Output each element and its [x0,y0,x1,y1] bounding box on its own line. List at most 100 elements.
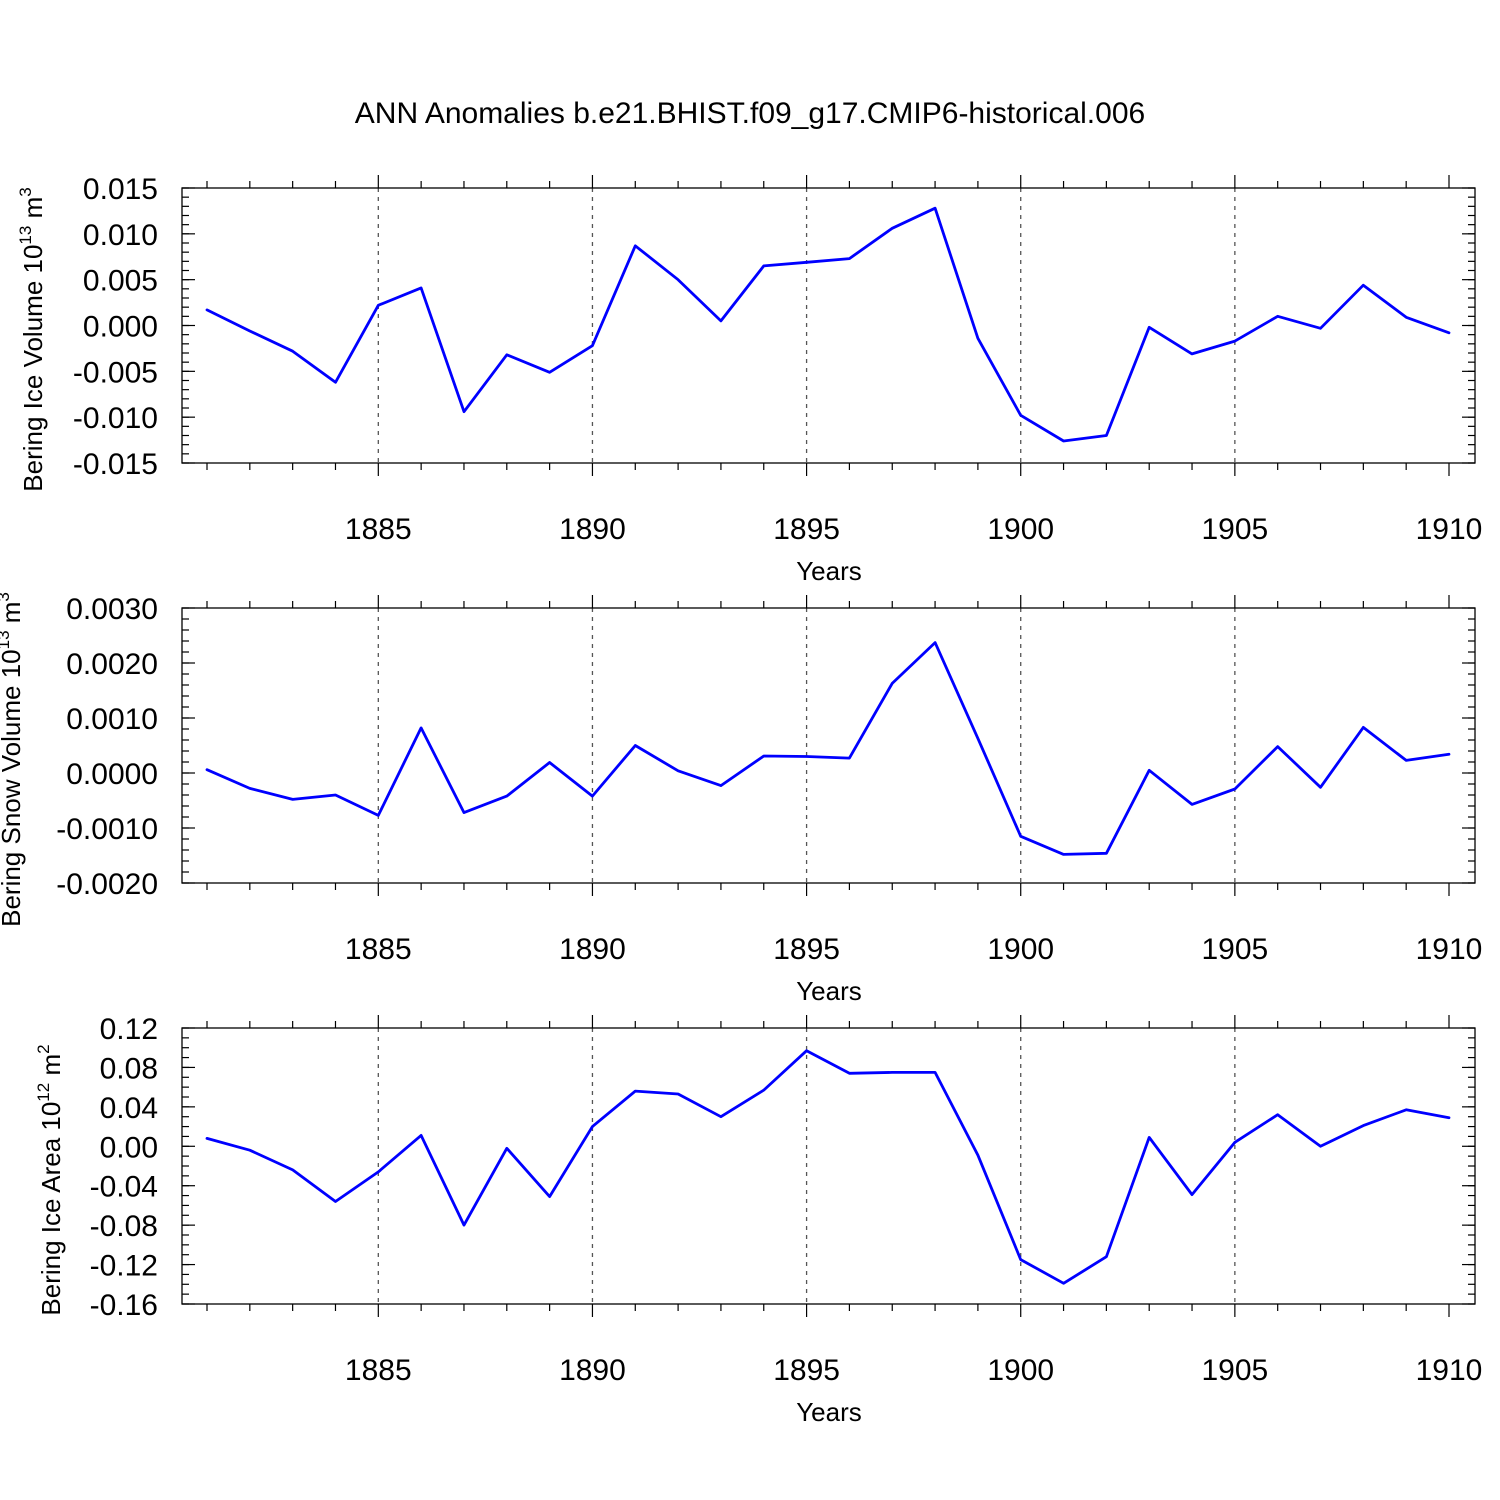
data-point [1062,440,1064,442]
y-axis-label-unit: m [36,1054,66,1083]
series-line [205,206,1451,443]
x-tick-label: 1885 [345,1354,412,1387]
x-tick-label: 1905 [1201,1354,1268,1387]
data-point [506,1147,508,1149]
data-point [1362,726,1364,728]
x-tick-label: 1905 [1201,513,1268,546]
data-point [1020,414,1022,416]
data-point [249,1149,251,1151]
data-point [634,245,636,247]
data-point [206,1137,208,1139]
data-point [1448,753,1450,755]
y-tick-label: 0.0010 [66,703,158,736]
data-point [206,769,208,771]
data-point [891,1071,893,1073]
x-tick-label: 1900 [987,513,1054,546]
data-point [1020,1258,1022,1260]
data-point [463,1224,465,1226]
chart-panel-3: -0.16 -0.12 -0.08 -0.04 0.00 0.04 0.08 0.12 1885… [34,1013,1482,1427]
data-point [1105,852,1107,854]
series-line [205,641,1451,856]
data-point [848,757,850,759]
data-point [591,344,593,346]
data-point [1234,1141,1236,1143]
data-point [805,261,807,263]
y-tick-label: -0.005 [73,356,158,389]
data-point [634,744,636,746]
data-point [677,770,679,772]
data-point [1105,1255,1107,1257]
data-point [463,811,465,813]
x-tick-label: 1890 [559,513,626,546]
y-axis-label-text: Bering Snow Volume 10 [0,649,26,927]
x-tick-label: 1890 [559,933,626,966]
y-tick-label: 0.0030 [66,593,158,626]
data-point [1448,1117,1450,1119]
data-point [1191,1193,1193,1195]
data-point [763,755,765,757]
x-axis-label: Years [796,976,862,1006]
data-point [805,755,807,757]
data-point [291,1169,293,1171]
plot-frame [181,607,1476,884]
y-tick-label: -0.0020 [56,868,158,901]
data-point [720,784,722,786]
data-point [548,371,550,373]
chart-title: ANN Anomalies b.e21.BHIST.f09_g17.CMIP6-… [355,97,1145,130]
y-axis-label-exponent: 13 [16,226,35,245]
chart-panel-2: -0.0020 -0.0010 0.0000 0.0010 0.0020 0.0030 18… [0,592,1482,1006]
x-axis-label: Years [796,1397,862,1427]
x-tick-label: 1885 [345,513,412,546]
y-axis-label-unit: m [18,197,48,226]
data-point [934,207,936,209]
data-point [1405,759,1407,761]
y-tick-label: -0.16 [90,1289,158,1322]
x-axis-label: Years [796,556,862,586]
data-point [377,1171,379,1173]
y-axis-label-unit-exponent: 3 [0,592,13,601]
y-axis-label-unit-exponent: 3 [16,187,35,196]
x-tick-label: 1895 [773,933,840,966]
y-tick-label: 0.0000 [66,758,158,791]
y-tick-label: 0.04 [100,1092,158,1125]
x-tick-label: 1895 [773,513,840,546]
x-tick-label: 1895 [773,1354,840,1387]
data-point [1105,434,1107,436]
y-tick-label: -0.08 [90,1210,158,1243]
data-point [506,795,508,797]
data-point [720,1116,722,1118]
data-point [1319,327,1321,329]
data-point [763,265,765,267]
data-point [334,1200,336,1202]
x-tick-label: 1890 [559,1354,626,1387]
data-point [977,737,979,739]
data-point [1234,788,1236,790]
data-point [634,1090,636,1092]
y-tick-label: -0.015 [73,448,158,481]
data-point [334,381,336,383]
data-point [334,794,336,796]
data-point [934,1071,936,1073]
y-axis-label: Bering Ice Area 1012 m2 [34,1044,66,1315]
data-point [1062,1282,1064,1284]
data-point [1234,340,1236,342]
y-tick-label: 0.005 [83,265,158,298]
data-point [977,337,979,339]
data-point [977,1154,979,1156]
y-tick-label: -0.04 [90,1171,158,1204]
data-point [1362,1124,1364,1126]
data-point [506,354,508,356]
data-point [291,798,293,800]
data-point [1062,853,1064,855]
y-tick-label: 0.015 [83,173,158,206]
data-point [1148,326,1150,328]
data-point [548,1195,550,1197]
y-tick-label: 0.00 [100,1131,158,1164]
data-point [891,682,893,684]
data-point [377,814,379,816]
plot-frame [181,1027,1476,1305]
y-axis-label-unit: m [0,602,26,631]
y-axis-label-unit-exponent: 2 [34,1044,53,1053]
data-point [1319,786,1321,788]
